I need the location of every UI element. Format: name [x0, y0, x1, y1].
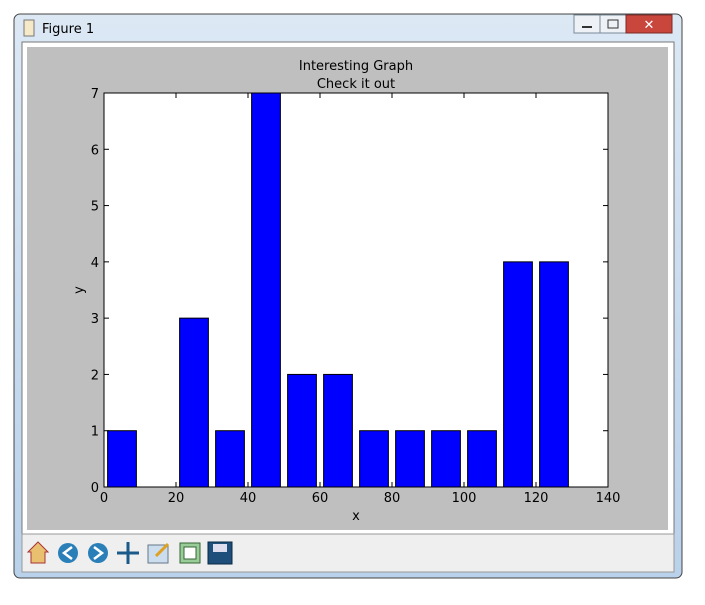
x-tick-label: 60 [312, 491, 329, 506]
bar [503, 261, 533, 488]
x-tick-label: 80 [384, 491, 401, 506]
home-button[interactable] [26, 541, 50, 564]
y-axis-label: y [72, 286, 87, 294]
x-tick-label: 120 [524, 491, 549, 506]
y-tick-label: 4 [91, 256, 99, 271]
y-tick-label: 0 [91, 481, 99, 496]
app-icon [23, 19, 35, 37]
bar [395, 430, 425, 488]
bar [251, 92, 281, 488]
back-button[interactable] [58, 543, 78, 563]
maximize-button[interactable] [599, 14, 627, 34]
y-tick-label: 6 [91, 143, 99, 158]
bar [179, 317, 209, 488]
y-tick-label: 2 [91, 368, 99, 383]
plot-border [103, 92, 609, 488]
close-button[interactable] [625, 14, 673, 34]
window-title: Figure 1 [42, 22, 94, 37]
bar [215, 430, 245, 488]
x-tick-label: 40 [240, 491, 257, 506]
y-tick-label: 3 [91, 312, 99, 327]
pan-button[interactable] [117, 542, 139, 564]
svg-text:✕: ✕ [644, 18, 655, 33]
bar [431, 430, 461, 488]
y-tick-label: 7 [91, 87, 99, 102]
chart-subtitle: Check it out [317, 77, 395, 92]
bar [323, 373, 353, 488]
save-button[interactable] [207, 541, 233, 565]
forward-button[interactable] [88, 543, 108, 563]
chart-title: Interesting Graph [299, 59, 413, 74]
y-tick-label: 5 [91, 200, 99, 215]
bar [467, 430, 497, 488]
bar [287, 373, 317, 488]
bar [539, 261, 569, 488]
y-tick-label: 1 [91, 425, 99, 440]
x-tick-label: 0 [100, 491, 108, 506]
configure-button[interactable] [179, 542, 201, 564]
x-tick-label: 140 [596, 491, 621, 506]
zoom-button[interactable] [147, 542, 170, 564]
x-axis-label: x [352, 509, 360, 524]
minimize-button[interactable] [573, 14, 601, 34]
x-tick-label: 100 [452, 491, 477, 506]
bar [107, 430, 137, 488]
bar [359, 430, 389, 488]
x-tick-label: 20 [168, 491, 185, 506]
